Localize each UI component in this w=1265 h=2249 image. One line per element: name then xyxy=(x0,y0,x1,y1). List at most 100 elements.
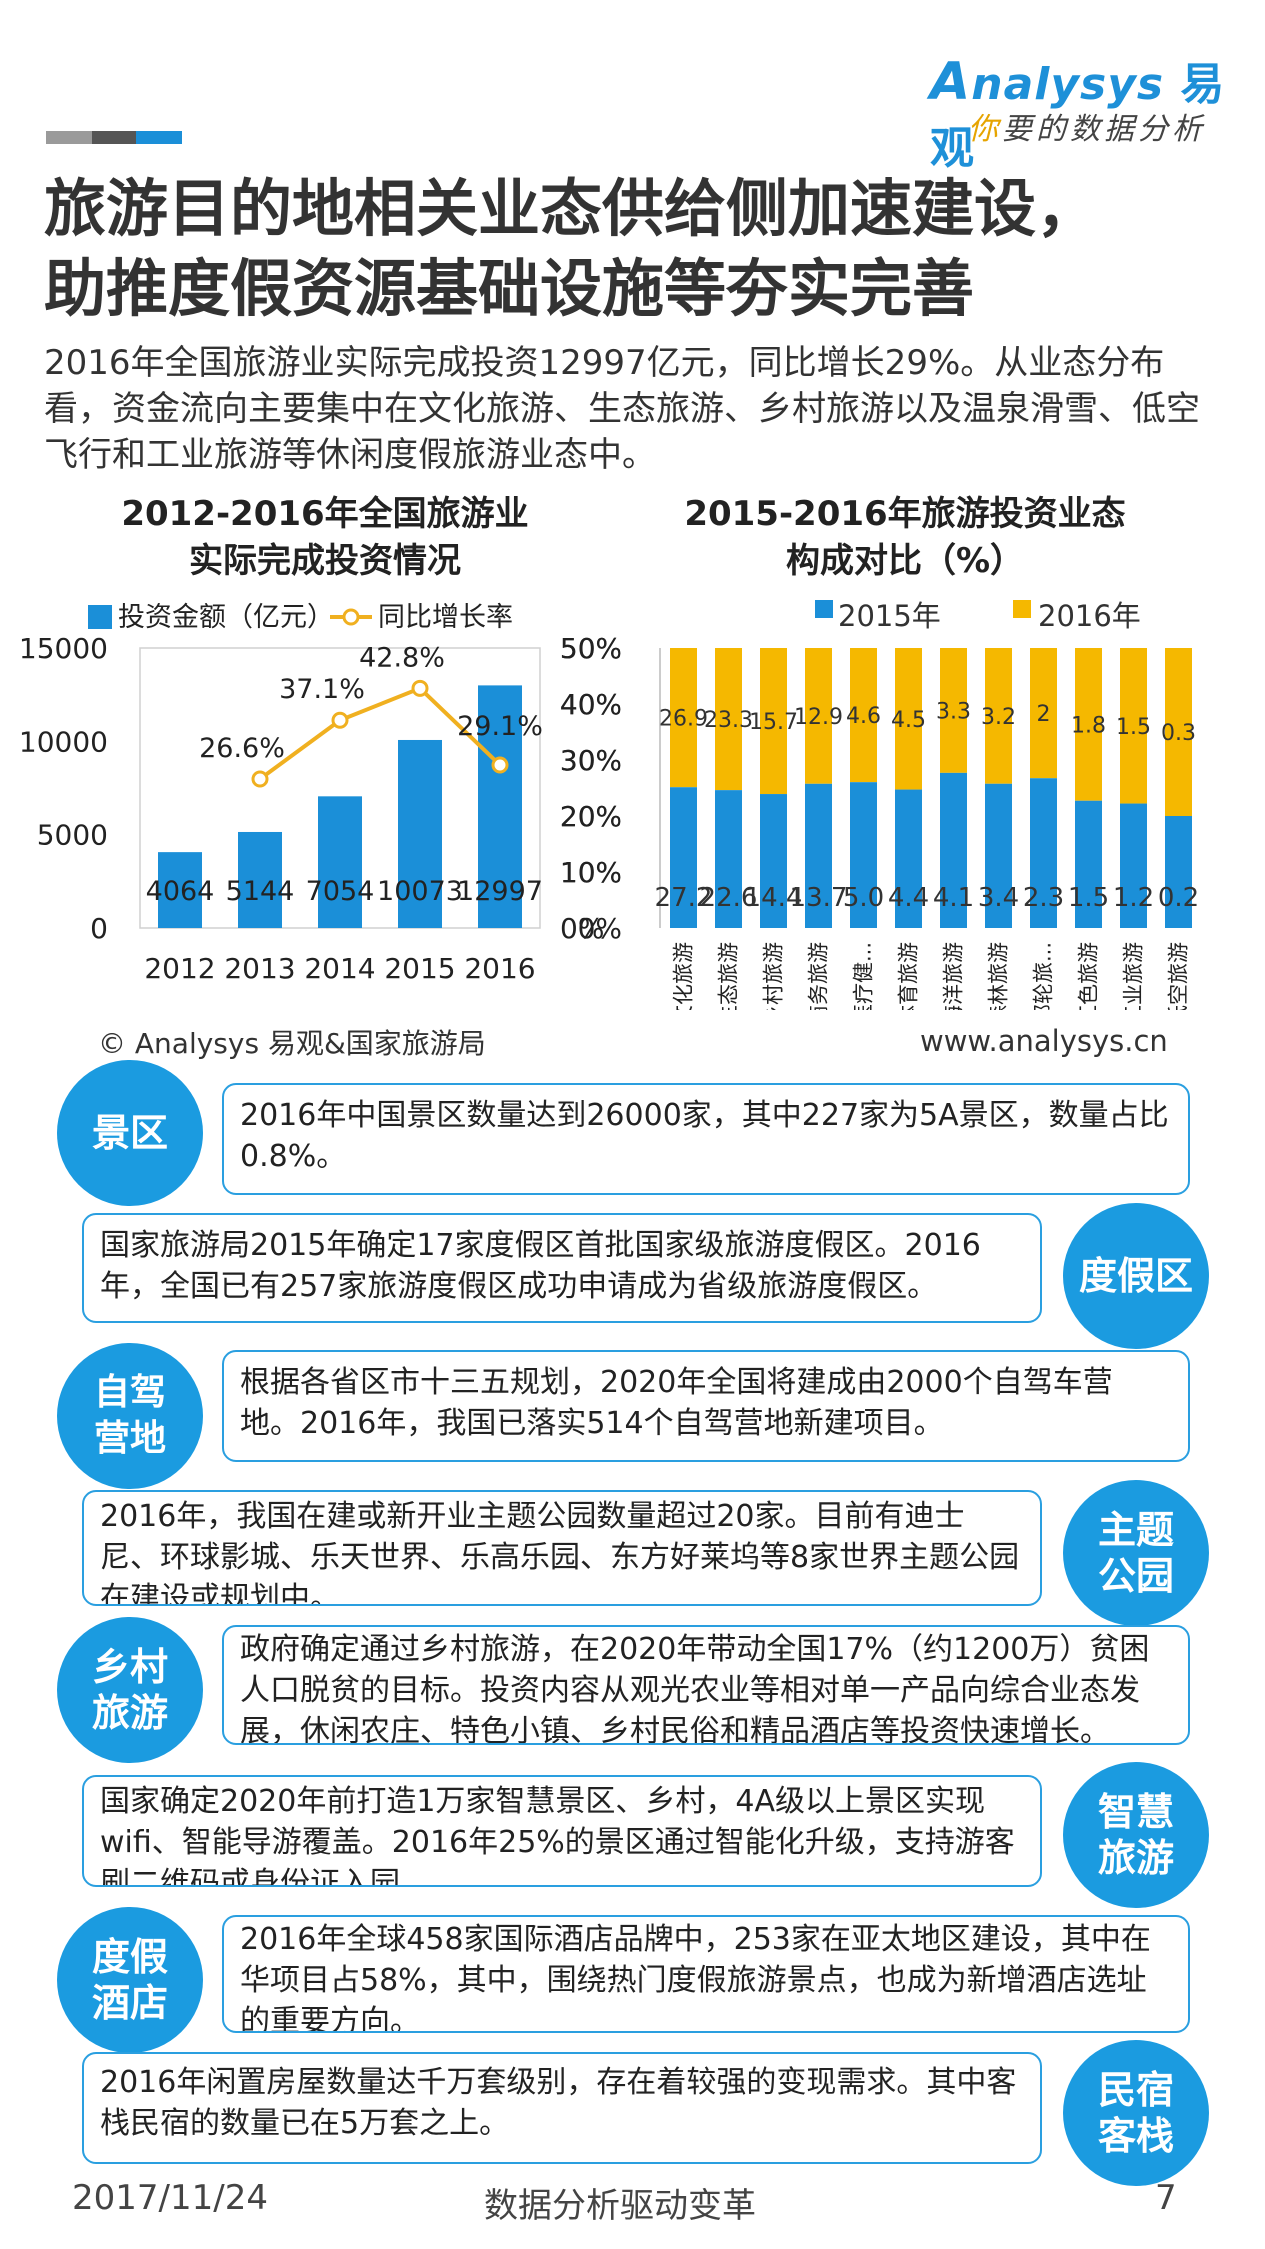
bar-2015-label: 3.4 xyxy=(978,883,1019,913)
bar-2015-segment xyxy=(670,787,697,928)
page-number: 7 xyxy=(1155,2178,1177,2218)
tag-rural-label: 乡村旅游 xyxy=(91,1645,168,1735)
bar-2015-label: 4.4 xyxy=(888,883,929,913)
header-color-strip xyxy=(46,131,182,144)
x-category-label: 体育旅游 xyxy=(897,942,921,1010)
y-left-tick-label: 5000 xyxy=(37,819,108,852)
investment-bar xyxy=(158,852,202,928)
investment-chart: 投资金额（亿元） 同比增长率 0 5000 10000 15000 0% 10% 20% 3… xyxy=(19,602,620,985)
bar-2016-label: 1.5 xyxy=(1116,715,1151,740)
legend-growth-label: 同比增长率 xyxy=(378,602,513,633)
chart1-title-line2: 实际完成投资情况 xyxy=(189,541,461,581)
bar-2016-label: 4.6 xyxy=(846,704,881,729)
growth-point xyxy=(411,679,429,697)
x-category-label: 乡村旅游 xyxy=(762,942,786,1010)
tag-circle-rural: 乡村旅游 xyxy=(57,1617,203,1763)
bar-2015-label: 4.1 xyxy=(933,883,974,913)
investment-bar-label: 4064 xyxy=(146,876,215,907)
investment-bar-label: 5144 xyxy=(226,876,295,907)
x-tick-label: 2015 xyxy=(384,952,455,985)
growth-line xyxy=(258,685,502,781)
y-right-tick-label: 30% xyxy=(560,744,620,777)
info-box-camp: 根据各省区市十三五规划，2020年全国将建成由2000个自驾车营地。2016年，… xyxy=(222,1350,1190,1462)
x-tick-label: 2013 xyxy=(224,952,295,985)
bar-2015-label: 0.2 xyxy=(1158,883,1199,913)
bar-2015-segment xyxy=(850,782,877,928)
tag-homestay-label: 民宿客栈 xyxy=(1097,2068,1174,2158)
legend-2015-swatch xyxy=(815,600,833,618)
x-category-label: 海洋旅游 xyxy=(942,942,966,1010)
brand-tagline-accent: 你 xyxy=(968,112,1002,147)
bar-2016-label: 4.5 xyxy=(891,708,926,733)
bar-2016-segment xyxy=(1030,648,1057,779)
info-box-hotel: 2016年全球458家国际酒店品牌中，253家在亚太地区建设，其中在华项目占58… xyxy=(222,1915,1190,2033)
bar-2016-segment xyxy=(1075,648,1102,801)
tag-smart-label: 智慧旅游 xyxy=(1097,1790,1174,1880)
chart1-title-line1: 2012-2016年全国旅游业 xyxy=(121,494,529,534)
investment-bar-label: 7054 xyxy=(306,876,375,907)
bar-2016-label: 0.3 xyxy=(1161,721,1196,746)
bar-2016-segment xyxy=(1165,648,1192,816)
bar-2015-label: 1.2 xyxy=(1113,883,1154,913)
info-box-rural: 政府确定通过乡村旅游，在2020年带动全国17%（约1200万）贫困人口脱贫的目… xyxy=(222,1625,1190,1745)
investment-bar-label: 12997 xyxy=(457,876,543,907)
bar-2015-segment xyxy=(1120,803,1147,928)
x-category-label: 医疗健... xyxy=(852,942,876,1010)
source-note: © Analysys 易观&国家旅游局 xyxy=(98,1027,486,1060)
bar-2016-segment xyxy=(1120,648,1147,804)
bar-2015-segment xyxy=(760,794,787,928)
legend-2016-swatch xyxy=(1013,600,1031,618)
y-tick-label: 50% xyxy=(560,632,622,665)
bar-2015-label: 13.7 xyxy=(790,883,848,913)
legend-growth-marker xyxy=(342,608,360,626)
tag-circle-homestay: 民宿客栈 xyxy=(1063,2040,1209,2186)
brand-tagline: 你要的数据分析 xyxy=(968,104,1206,148)
info-box-resort: 国家旅游局2015年确定17家度假区首批国家级旅游度假区。2016年，全国已有2… xyxy=(82,1213,1042,1323)
bar-2015-segment xyxy=(1030,778,1057,928)
info-box-themepark: 2016年，我国在建或新开业主题公园数量超过20家。目前有迪士尼、环球影城、乐天… xyxy=(82,1490,1042,1606)
x-category-label: 商务旅游 xyxy=(807,942,831,1010)
x-tick-label: 2016 xyxy=(464,952,535,985)
bar-2016-label: 15.7 xyxy=(749,710,798,735)
growth-point xyxy=(331,711,349,729)
bar-2016-label: 26.9 xyxy=(659,707,708,732)
bar-2016-segment xyxy=(850,648,877,783)
x-category-label: 红色旅游 xyxy=(1077,942,1101,1010)
tag-circle-themepark: 主题公园 xyxy=(1063,1480,1209,1626)
bar-2016-label: 12.9 xyxy=(794,705,843,730)
growth-point xyxy=(491,756,509,774)
bar-2016-segment xyxy=(715,648,742,791)
tag-circle-scenic: 景区 xyxy=(57,1060,203,1206)
tag-circle-smart: 智慧旅游 xyxy=(1063,1762,1209,1908)
tag-circle-resort: 度假区 xyxy=(1063,1203,1209,1349)
bar-2016-label: 2 xyxy=(1037,702,1051,727)
x-tick-label: 2012 xyxy=(144,952,215,985)
page-title-line1: 旅游目的地相关业态供给侧加速建设， xyxy=(44,172,1099,245)
investment-bar xyxy=(318,796,362,928)
growth-point xyxy=(251,770,269,788)
composition-chart: 2015年 2016年 0%10%20%30%40%50% 26.927.223… xyxy=(560,599,1199,1010)
y-tick-label: 40% xyxy=(560,688,622,721)
y-right-tick-label: 50% xyxy=(560,632,620,665)
x-category-label: 生态旅游 xyxy=(717,942,741,1010)
info-box-homestay: 2016年闲置房屋数量达千万套级别，存在着较强的变现需求。其中客栈民宿的数量已在… xyxy=(82,2052,1042,2164)
bar-2016-segment xyxy=(940,648,967,773)
legend-investment-label: 投资金额（亿元） xyxy=(118,602,334,633)
legend-investment-swatch xyxy=(88,605,112,629)
brand-logo-a-icon: A xyxy=(930,52,972,112)
bar-2015-segment xyxy=(805,783,832,928)
source-url[interactable]: www.analysys.cn xyxy=(920,1024,1168,1058)
y-tick-label: 30% xyxy=(560,744,622,777)
brand-logo-text: nalysys xyxy=(971,59,1165,110)
y-left-tick-label: 0 xyxy=(90,912,108,945)
investment-bar xyxy=(478,685,522,928)
tag-circle-camp: 自驾营地 xyxy=(57,1343,203,1489)
y-right-tick-label: 20% xyxy=(560,800,620,833)
tag-themepark-label: 主题公园 xyxy=(1097,1508,1174,1598)
y-right-tick-label: 40% xyxy=(560,688,620,721)
x-category-label: 低空旅游 xyxy=(1167,942,1191,1010)
chart2-title-line1: 2015-2016年旅游投资业态 xyxy=(684,494,1126,534)
bar-2016-label: 3.2 xyxy=(981,705,1016,730)
y-right-tick-label: 0% xyxy=(560,912,604,945)
bar-2016-label: 1.8 xyxy=(1071,713,1106,738)
